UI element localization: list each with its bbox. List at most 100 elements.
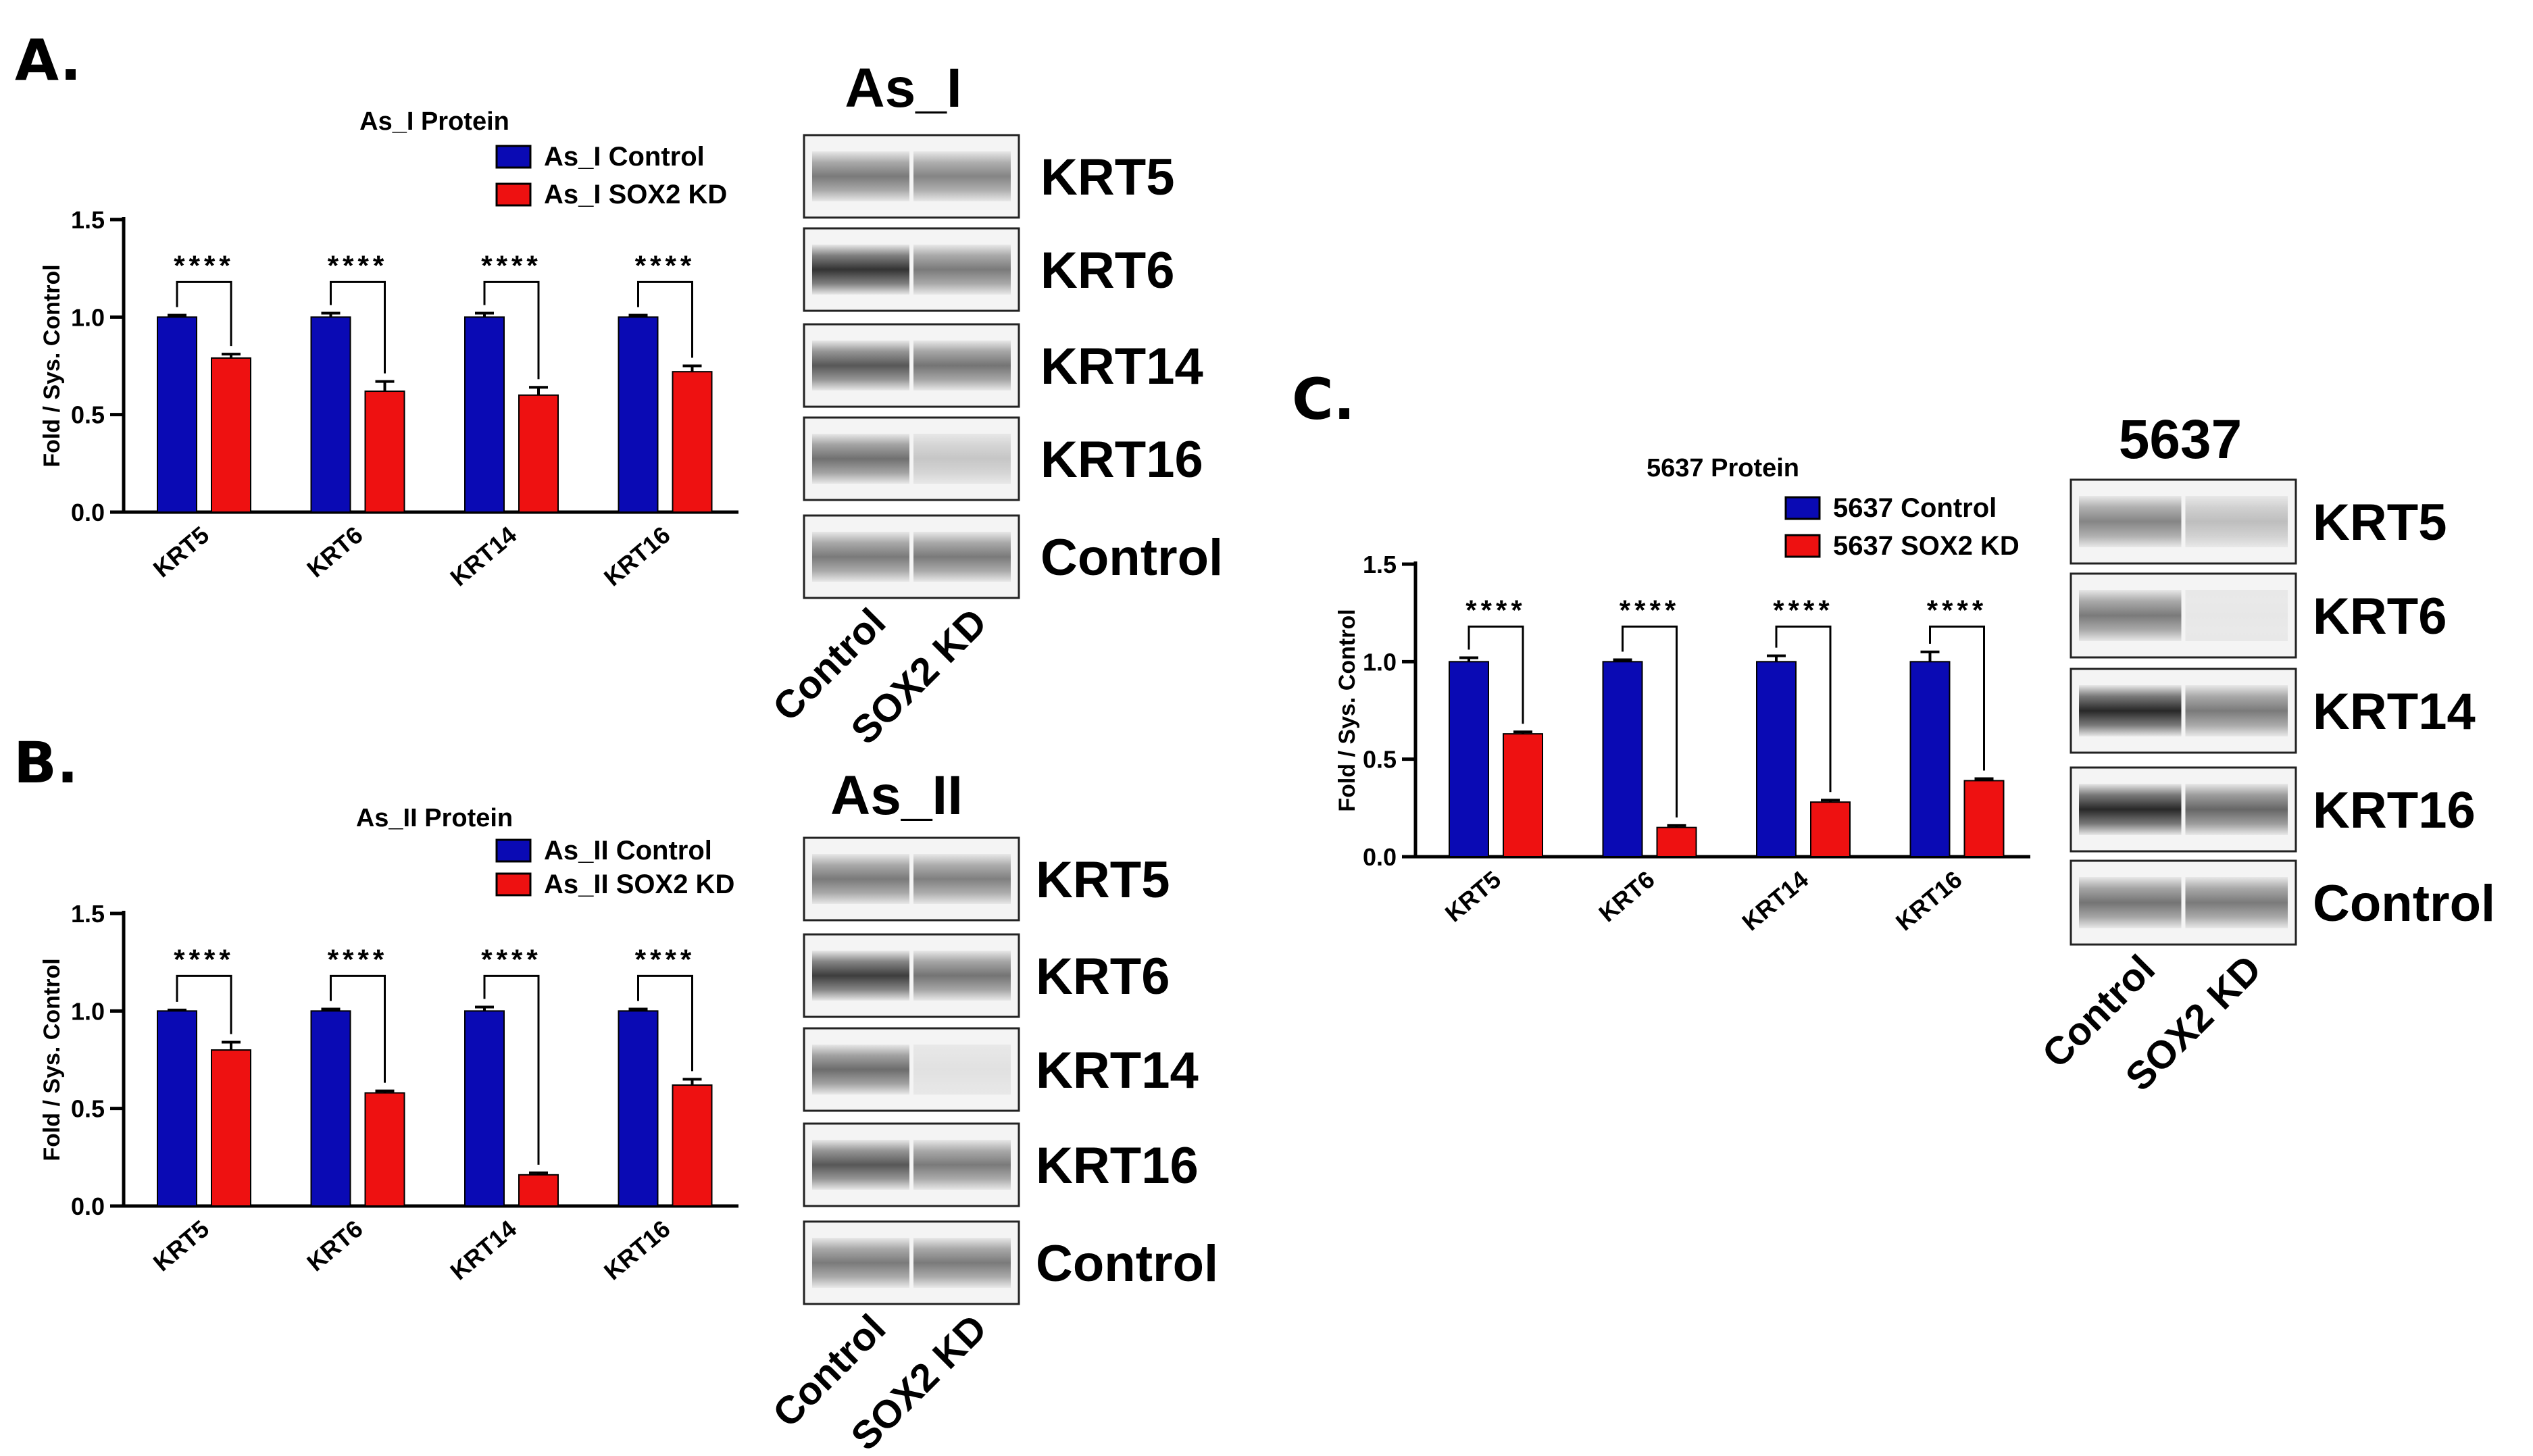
legend-swatch-b-1 (495, 872, 532, 897)
blot-label-a-control: Control (1040, 529, 1223, 586)
bar-b-krt6-1 (364, 1092, 405, 1207)
blot-band-a-krt16-lane-0 (812, 434, 909, 484)
blot-band-c-krt6-lane-0 (2079, 590, 2182, 641)
significance-label-b-krt6: **** (328, 943, 388, 975)
blot-label-a-krt5: KRT5 (1040, 149, 1174, 206)
x-tick-label-b-krt6: KRT6 (301, 1215, 368, 1277)
bar-b-krt14-1 (518, 1174, 559, 1207)
x-tick-label-b-krt14: KRT14 (445, 1215, 522, 1286)
blot-band-b-krt6-lane-0 (812, 951, 909, 1001)
blot-label-c-krt14: KRT14 (2313, 683, 2476, 740)
blot-row-a-krt5: KRT5 (803, 134, 1174, 219)
blot-band-b-krt5-lane-0 (812, 854, 909, 904)
blot-band-b-krt14-lane-1 (913, 1045, 1011, 1095)
blot-band-c-krt14-lane-0 (2079, 685, 2182, 736)
significance-label-c-krt16: **** (1927, 594, 1987, 626)
blot-label-a-krt14: KRT14 (1040, 338, 1203, 395)
y-tick-label-b-0: 0.0 (71, 1193, 105, 1220)
blot-c: 5637KRT5KRT6KRT14KRT16ControlControlSOX2… (2034, 409, 2495, 1099)
blot-label-c-krt6: KRT6 (2313, 588, 2447, 645)
y-axis-label-c: Fold / Sys. Control (1334, 609, 1360, 811)
significance-bracket-c-krt6 (1622, 625, 1678, 818)
blot-band-b-control-lane-0 (812, 1238, 909, 1288)
significance-bracket-a-krt16 (637, 280, 693, 358)
blot-label-b-control: Control (1036, 1235, 1218, 1292)
legend-label-b-1: As_II SOX2 KD (544, 870, 734, 899)
bar-c-krt16-0 (1909, 661, 1951, 857)
significance-label-a-krt6: **** (328, 249, 388, 281)
blot-row-a-krt14: KRT14 (803, 323, 1203, 408)
y-tick-label-c-1: 0.5 (1363, 746, 1397, 774)
significance-label-a-krt16: **** (635, 249, 695, 281)
significance-bracket-c-krt5 (1468, 625, 1524, 724)
blot-band-a-krt5-lane-1 (913, 151, 1011, 201)
blot-label-b-krt6: KRT6 (1036, 948, 1170, 1005)
significance-bracket-a-krt6 (330, 280, 386, 374)
y-tick-label-a-3: 1.5 (71, 206, 105, 234)
blot-band-a-krt6-lane-0 (812, 245, 909, 295)
blot-band-c-krt16-lane-0 (2079, 784, 2182, 835)
significance-bracket-a-krt5 (176, 280, 232, 347)
bar-a-krt16-1 (672, 371, 713, 513)
blot-label-a-krt16: KRT16 (1040, 431, 1203, 488)
x-tick-label-c-krt16: KRT16 (1890, 865, 1967, 936)
blot-band-c-control-lane-0 (2079, 877, 2182, 928)
y-tick-label-c-0: 0.0 (1363, 843, 1397, 871)
blot-label-c-control: Control (2313, 875, 2495, 932)
bar-c-krt6-1 (1656, 826, 1697, 857)
y-axis-label-a: Fold / Sys. Control (39, 264, 65, 467)
bar-a-krt16-0 (618, 316, 659, 513)
blot-label-b-krt16: KRT16 (1036, 1137, 1199, 1195)
blot-band-b-krt16-lane-0 (812, 1140, 909, 1190)
blot-label-c-krt5: KRT5 (2313, 494, 2447, 551)
blot-band-a-krt14-lane-0 (812, 341, 909, 391)
significance-label-c-krt5: **** (1465, 594, 1526, 626)
blot-row-c-krt16: KRT16 (2070, 766, 2476, 853)
blot-band-c-krt6-lane-1 (2185, 590, 2288, 641)
blot-row-c-krt5: KRT5 (2070, 478, 2447, 565)
bar-c-krt14-0 (1756, 661, 1797, 857)
x-tick-label-b-krt16: KRT16 (599, 1215, 676, 1286)
legend-label-a-0: As_I Control (544, 142, 705, 172)
x-tick-label-a-krt5: KRT5 (148, 521, 214, 583)
x-tick-label-c-krt14: KRT14 (1736, 865, 1813, 936)
blot-band-a-krt14-lane-1 (913, 341, 1011, 391)
bar-a-krt14-1 (518, 394, 559, 513)
chart-a: As_I Protein As_I Control As_I SOX2 KD 0.0 0… (39, 107, 738, 591)
bar-b-krt16-0 (618, 1010, 659, 1207)
blot-band-b-krt16-lane-1 (913, 1140, 1011, 1190)
bar-c-krt6-0 (1602, 661, 1643, 857)
blot-row-b-krt6: KRT6 (803, 933, 1170, 1018)
blot-row-b-krt5: KRT5 (803, 836, 1170, 922)
blot-band-c-krt16-lane-1 (2185, 784, 2288, 835)
bar-b-krt6-0 (310, 1010, 351, 1207)
significance-bracket-b-krt5 (176, 974, 232, 1034)
bar-a-krt6-1 (364, 391, 405, 513)
blot-band-a-control-lane-1 (913, 532, 1011, 582)
bar-c-krt5-1 (1503, 733, 1543, 858)
blot-band-a-krt5-lane-0 (812, 151, 909, 201)
bar-c-krt16-1 (1963, 780, 2005, 858)
blot-label-b-krt5: KRT5 (1036, 851, 1170, 909)
blot-row-c-krt6: KRT6 (2070, 572, 2447, 659)
bar-a-krt14-0 (464, 316, 505, 513)
significance-label-b-krt16: **** (635, 943, 695, 975)
bar-c-krt5-0 (1449, 661, 1489, 857)
y-tick-label-b-2: 1.0 (71, 997, 105, 1025)
chart-title-a: As_I Protein (359, 107, 509, 136)
blot-band-c-krt5-lane-1 (2185, 496, 2288, 547)
bar-b-krt5-0 (157, 1010, 197, 1207)
blot-row-c-krt14: KRT14 (2070, 668, 2476, 754)
x-tick-label-b-krt5: KRT5 (148, 1215, 214, 1277)
significance-label-c-krt14: **** (1773, 594, 1833, 626)
significance-label-c-krt6: **** (1620, 594, 1680, 626)
legend-label-c-0: 5637 Control (1833, 493, 1997, 523)
blot-row-b-krt16: KRT16 (803, 1122, 1199, 1207)
y-tick-label-a-0: 0.0 (71, 499, 105, 526)
bar-b-krt5-1 (211, 1049, 251, 1207)
bar-a-krt5-1 (211, 357, 251, 513)
significance-bracket-c-krt14 (1775, 625, 1832, 793)
significance-label-b-krt5: **** (174, 943, 234, 975)
blot-title-c: 5637 (2119, 409, 2242, 470)
legend-swatch-c-0 (1784, 496, 1821, 520)
